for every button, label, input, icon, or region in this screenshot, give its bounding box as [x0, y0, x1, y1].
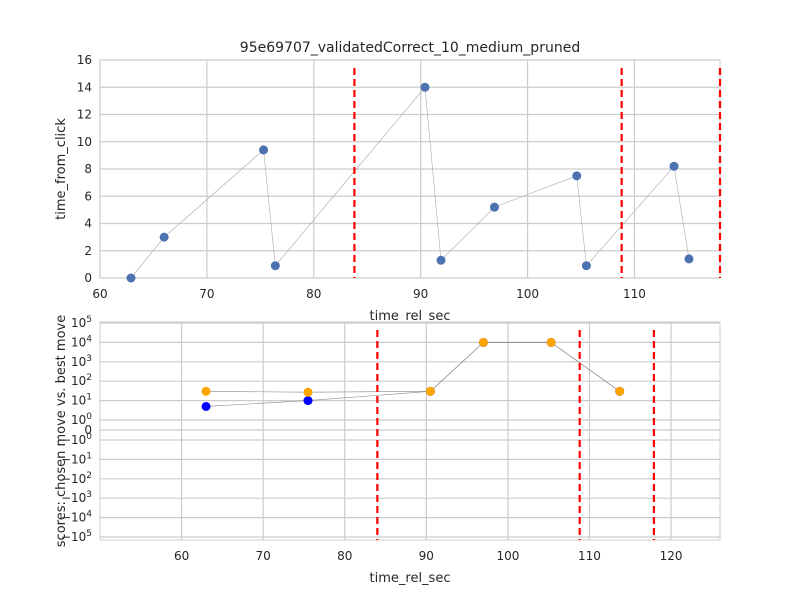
bottom-x-axis-label: time_rel_sec: [370, 571, 451, 586]
data-point: [201, 386, 211, 396]
y-tick-label: −100: [61, 432, 92, 447]
x-tick-label: 90: [419, 549, 434, 563]
y-tick-label: −101: [61, 451, 92, 466]
data-point: [684, 254, 694, 264]
x-tick-label: 60: [174, 549, 189, 563]
data-point: [669, 161, 679, 171]
x-tick-label: 110: [623, 287, 646, 301]
y-tick-label: 102: [71, 373, 92, 388]
top-vlines: [353, 68, 722, 278]
bottom-points: [201, 337, 625, 411]
y-tick-label: −103: [61, 490, 92, 505]
y-tick-label: 105: [71, 315, 92, 330]
top-x-ticks: 60 70 80 90 100 110: [92, 287, 646, 301]
x-tick-label: 70: [199, 287, 214, 301]
x-tick-label: 90: [413, 287, 428, 301]
bottom-chart: 60 70 80 90 100 110 120 1051041031021011000−10…: [54, 315, 721, 586]
x-tick-label: 110: [578, 549, 601, 563]
y-tick-label: 8: [84, 162, 92, 176]
bottom-plot-area: [99, 321, 721, 541]
y-tick-label: 103: [71, 354, 92, 369]
y-tick-label: 4: [84, 217, 92, 231]
bottom-y-axis-label: scores: chosen move vs. best move: [54, 315, 69, 547]
y-tick-label: −102: [61, 471, 92, 486]
x-tick-label: 70: [256, 549, 271, 563]
data-point: [436, 255, 446, 265]
data-point: [489, 202, 499, 212]
bottom-grid: [100, 322, 720, 540]
top-chart: 60 70 80 90 100 110 0 2 4 6 8 10 12 14 16 95e69707_va…: [54, 40, 722, 324]
data-point: [425, 386, 435, 396]
data-point: [303, 387, 313, 397]
data-point: [615, 386, 625, 396]
bottom-connect-lines: [206, 342, 620, 407]
data-point: [270, 261, 280, 271]
x-tick-label: 100: [496, 549, 519, 563]
y-tick-label: 2: [84, 244, 92, 258]
data-point: [478, 337, 488, 347]
top-x-axis-label: time_rel_sec: [370, 309, 451, 324]
data-point: [303, 396, 313, 406]
top-points: [126, 82, 694, 283]
y-tick-label: −104: [61, 510, 92, 525]
bottom-vlines: [376, 330, 656, 540]
top-grid: [99, 59, 720, 279]
x-tick-label: 80: [306, 287, 321, 301]
x-tick-label: 60: [92, 287, 107, 301]
data-point: [546, 337, 556, 347]
data-point: [259, 145, 269, 155]
x-tick-label: 80: [337, 549, 352, 563]
series-line: [206, 342, 620, 393]
y-tick-label: 12: [77, 108, 92, 122]
data-point: [420, 82, 430, 92]
data-point: [572, 171, 582, 181]
x-tick-label: 100: [516, 287, 539, 301]
chart-title: 95e69707_validatedCorrect_10_medium_prun…: [240, 40, 580, 56]
data-point: [159, 232, 169, 242]
data-point: [126, 273, 136, 283]
top-y-ticks: 0 2 4 6 8 10 12 14 16: [77, 53, 92, 285]
y-tick-label: 14: [77, 80, 92, 94]
data-point: [581, 261, 591, 271]
y-tick-label: 0: [84, 423, 92, 437]
top-y-axis-label: time_from_click: [54, 118, 69, 220]
y-tick-label: 6: [84, 189, 92, 203]
x-tick-label: 120: [660, 549, 683, 563]
y-tick-label: 10: [77, 135, 92, 149]
y-tick-label: 104: [71, 334, 92, 349]
y-tick-label: 16: [77, 53, 92, 67]
y-tick-label: −105: [61, 529, 92, 544]
y-tick-label: 101: [71, 393, 92, 408]
bottom-x-ticks: 60 70 80 90 100 110 120: [174, 549, 683, 563]
y-tick-label: 0: [84, 271, 92, 285]
data-point: [201, 401, 211, 411]
